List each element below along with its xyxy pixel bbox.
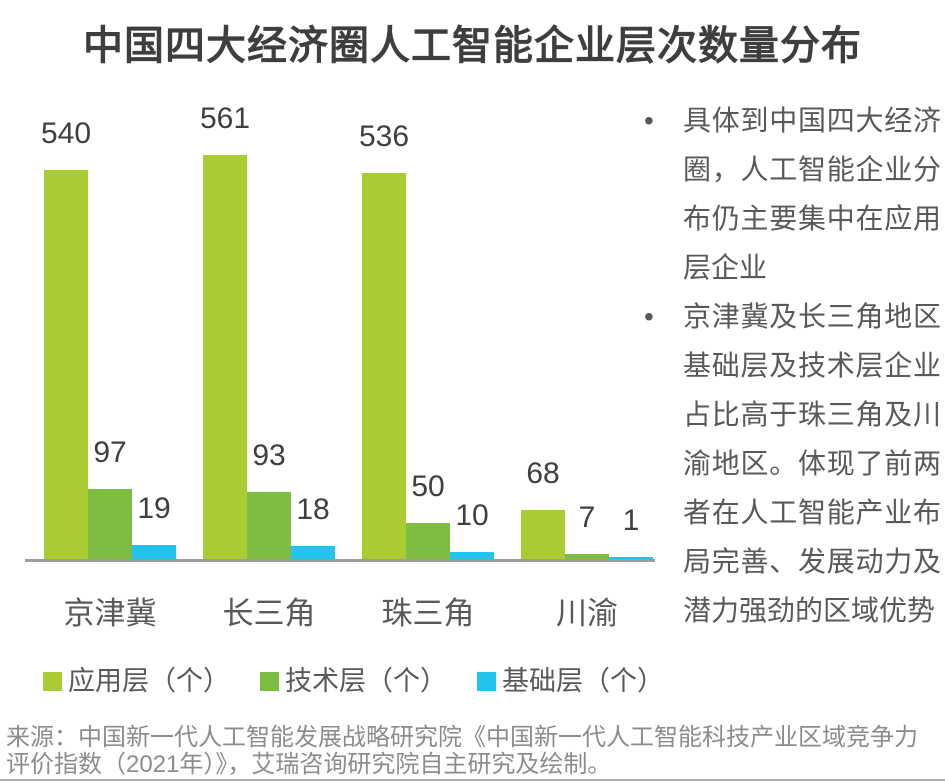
bar-value-label: 536 (358, 120, 410, 154)
bar-value-label: 7 (578, 500, 596, 534)
bar (88, 489, 132, 559)
legend-label: 技术层（个） (285, 666, 447, 696)
bar (44, 170, 88, 559)
x-axis-line (25, 559, 655, 562)
bar-item: 540 (40, 117, 92, 559)
bar (406, 523, 450, 559)
bullet-icon: • (644, 105, 654, 136)
legend: 应用层（个） 技术层（个） 基础层（个） (43, 662, 664, 700)
bar-value-label: 50 (411, 470, 445, 503)
bar-item: 10 (450, 499, 494, 559)
bar-value-label: 68 (526, 457, 560, 491)
note-item: • 京津冀及长三角地区基础层及技术层企业占比高于珠三角及川渝地区。体现了前两者在人… (640, 292, 941, 635)
bar-value-label: 540 (40, 117, 92, 151)
bar-item: 1 (609, 503, 653, 559)
bar-item: 7 (565, 501, 609, 559)
category-label: 长三角 (222, 596, 316, 631)
legend-swatch (260, 671, 279, 691)
category-axis: 京津冀 长三角 珠三角 川渝 (44, 588, 653, 633)
note-text: 具体到中国四大经济圈，人工智能企业分布仍主要集中在应用层企业 (683, 105, 941, 283)
bar-item: 18 (291, 493, 335, 559)
note-item: • 具体到中国四大经济圈，人工智能企业分布仍主要集中在应用层企业 (640, 96, 941, 292)
bar (247, 492, 291, 559)
legend-swatch (43, 671, 62, 691)
category-label: 川渝 (556, 596, 618, 631)
bar-item: 68 (521, 457, 565, 559)
legend-swatch (477, 671, 496, 691)
note-text: 京津冀及长三角地区基础层及技术层企业占比高于珠三角及川渝地区。体现了前两者在人工… (683, 301, 941, 626)
bottom-divider (0, 779, 945, 781)
notes-list: • 具体到中国四大经济圈，人工智能企业分布仍主要集中在应用层企业 • 京津冀及长三角地… (640, 96, 941, 635)
bar-value-label: 18 (296, 493, 330, 527)
bar (203, 155, 247, 559)
bar-item: 50 (406, 470, 450, 559)
category-label: 珠三角 (381, 596, 475, 631)
bar (132, 545, 176, 559)
bar-value-label: 561 (199, 102, 251, 136)
bar-item: 561 (199, 102, 251, 559)
bar-value-label: 19 (137, 492, 171, 526)
bar (609, 556, 653, 559)
bar (565, 553, 609, 559)
bar-chart: 540 97 19 561 93 18 536 50 10 68 7 1 京津冀 长三角 珠三角 川渝 应用… (25, 102, 664, 700)
legend-item: 基础层（个） (477, 662, 664, 700)
legend-label: 基础层（个） (502, 666, 664, 696)
bar-group: 540 97 19 (40, 117, 176, 559)
legend-item: 技术层（个） (260, 662, 447, 700)
source-note: 来源：中国新一代人工智能发展战略研究院《中国新一代人工智能科技产业区域竞争力评价… (6, 724, 918, 778)
bar-value-label: 1 (622, 503, 640, 537)
bar (362, 173, 406, 559)
bar-group: 68 7 1 (521, 457, 653, 559)
legend-label: 应用层（个） (68, 666, 230, 696)
bar-item: 19 (132, 492, 176, 559)
bar-group: 536 50 10 (358, 120, 494, 559)
page-title: 中国四大经济圈人工智能企业层次数量分布 (83, 24, 862, 68)
category-label: 京津冀 (63, 596, 157, 631)
bar-group: 561 93 18 (199, 102, 335, 559)
bar-item: 97 (88, 436, 132, 559)
bar-item: 536 (358, 120, 410, 559)
bar-value-label: 93 (252, 439, 286, 473)
bar (521, 510, 565, 559)
bar-value-label: 10 (455, 498, 489, 532)
bar (450, 551, 494, 559)
legend-item: 应用层（个） (43, 662, 230, 700)
bar-item: 93 (247, 439, 291, 559)
bullet-icon: • (644, 301, 654, 332)
plot-area: 540 97 19 561 93 18 536 50 10 68 7 1 (40, 102, 653, 559)
bar-value-label: 97 (93, 436, 127, 470)
bar (291, 546, 335, 559)
